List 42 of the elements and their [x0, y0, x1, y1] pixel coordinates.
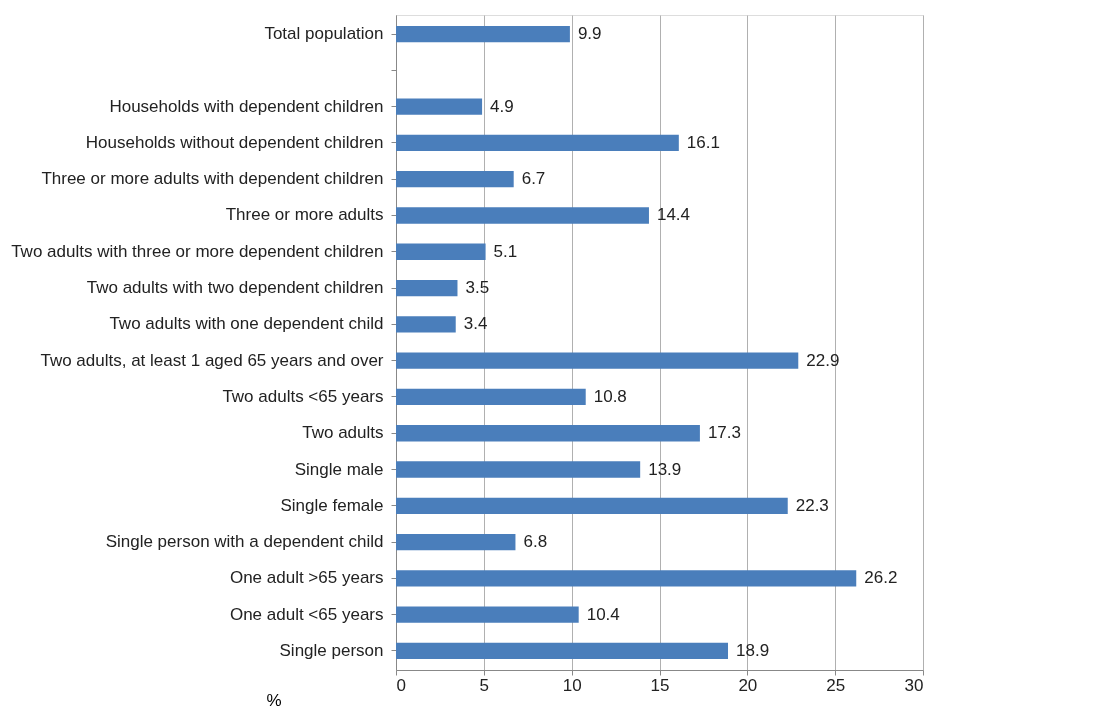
- x-tick-label: 0: [396, 675, 406, 695]
- y-tick-label: Single person with a dependent child: [105, 532, 384, 552]
- y-tick-label: One adult >65 years: [229, 568, 384, 588]
- data-label: 6.7: [521, 169, 546, 189]
- y-tick-label: Two adults with one dependent child: [109, 314, 384, 334]
- data-label: 17.3: [707, 423, 741, 443]
- x-tick-label: 15: [650, 675, 670, 695]
- data-label: 10.4: [586, 604, 620, 624]
- y-tick-label: Two adults with two dependent children: [86, 278, 384, 298]
- x-axis-title: %: [266, 690, 282, 710]
- data-label: 5.1: [493, 241, 518, 261]
- x-tick-label: 5: [479, 675, 490, 695]
- x-tick-label: 30: [904, 675, 924, 695]
- data-label: 10.8: [593, 386, 627, 406]
- x-tick-label: 10: [562, 675, 582, 695]
- x-tick-label: 25: [826, 675, 846, 695]
- data-label: 14.4: [656, 205, 691, 225]
- y-tick-label: Two adults: [302, 423, 384, 443]
- y-tick-label: Households without dependent children: [85, 132, 384, 152]
- data-label: 3.4: [463, 314, 488, 334]
- y-tick-label: Single male: [294, 459, 384, 479]
- data-label: 9.9: [577, 24, 602, 44]
- data-label: 26.2: [864, 568, 898, 588]
- y-tick-label: One adult <65 years: [229, 604, 384, 624]
- y-tick-label: Two adults <65 years: [222, 386, 384, 406]
- y-tick-label: Total population: [264, 24, 384, 44]
- data-label: 22.9: [806, 350, 840, 370]
- data-label: 22.3: [795, 495, 829, 515]
- y-tick-label: Two adults with three or more dependent children: [11, 241, 384, 261]
- data-label: 3.5: [465, 278, 490, 298]
- data-label: 4.9: [490, 96, 514, 116]
- y-tick-label: Three or more adults: [225, 205, 384, 225]
- y-tick-label: Three or more adults with dependent children: [41, 169, 384, 189]
- y-tick-label: Single person: [279, 640, 384, 660]
- data-label: 6.8: [523, 532, 548, 552]
- data-label: 18.9: [736, 640, 770, 660]
- y-tick-label: Two adults, at least 1 aged 65 years and over: [40, 350, 384, 370]
- data-label: 13.9: [648, 459, 682, 479]
- x-tick-label: 20: [738, 675, 758, 695]
- data-label: 16.1: [686, 132, 720, 152]
- y-tick-label: Households with dependent children: [109, 96, 384, 116]
- y-tick-label: Single female: [280, 495, 384, 515]
